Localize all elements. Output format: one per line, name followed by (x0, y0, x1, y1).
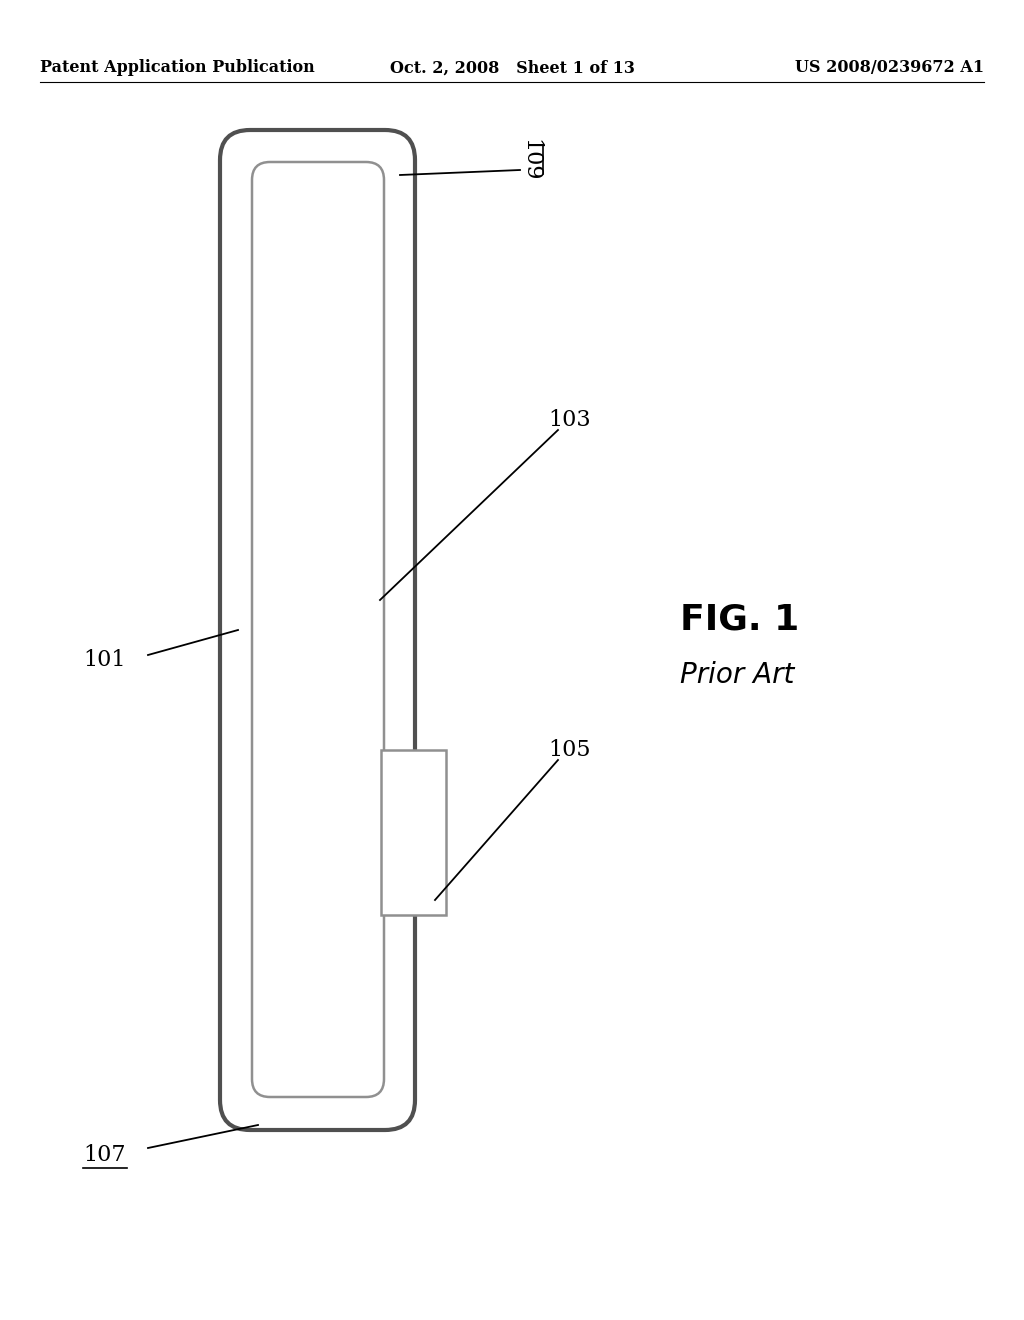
Text: Patent Application Publication: Patent Application Publication (40, 59, 314, 77)
Text: Oct. 2, 2008   Sheet 1 of 13: Oct. 2, 2008 Sheet 1 of 13 (389, 59, 635, 77)
Text: 103: 103 (549, 409, 591, 432)
Text: US 2008/0239672 A1: US 2008/0239672 A1 (795, 59, 984, 77)
Text: 105: 105 (549, 739, 591, 762)
FancyBboxPatch shape (252, 162, 384, 1097)
Text: 109: 109 (519, 139, 541, 181)
Text: Prior Art: Prior Art (680, 661, 795, 689)
Text: FIG. 1: FIG. 1 (680, 603, 800, 638)
Text: 101: 101 (84, 649, 126, 671)
Text: 107: 107 (84, 1144, 126, 1166)
FancyBboxPatch shape (220, 129, 415, 1130)
Bar (381, 750, 446, 915)
